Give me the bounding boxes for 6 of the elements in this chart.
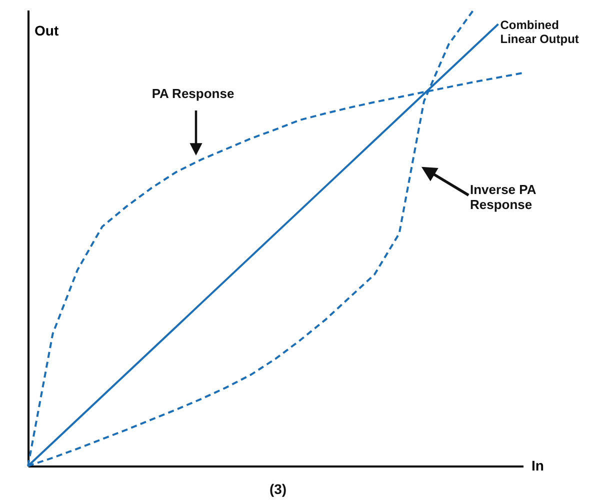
series-label: Combined Linear Output — [500, 18, 579, 46]
annotation: Inverse PA Response — [470, 182, 537, 212]
annotation: PA Response — [152, 86, 234, 101]
x-axis-title: In — [532, 458, 544, 474]
text: (3) — [269, 481, 287, 497]
y-axis-title: Out — [34, 22, 59, 38]
